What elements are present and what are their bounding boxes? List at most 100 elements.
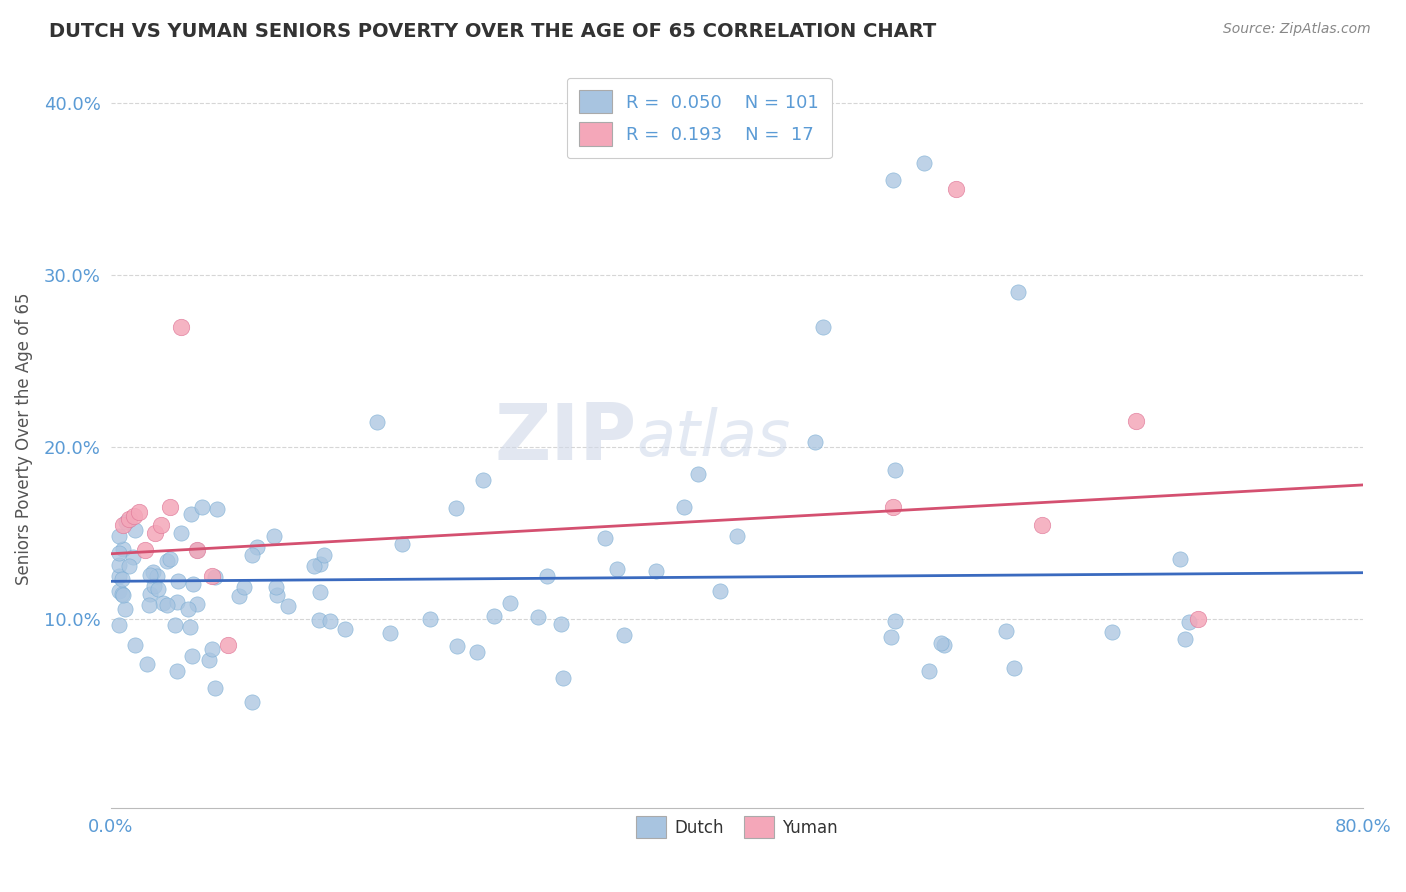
Point xyxy=(882,173,904,187)
Point xyxy=(335,623,357,637)
Point xyxy=(142,565,165,579)
Text: Source: ZipAtlas.com: Source: ZipAtlas.com xyxy=(1223,22,1371,37)
Point xyxy=(107,568,129,582)
Point xyxy=(204,681,226,695)
Point xyxy=(595,531,617,545)
Point xyxy=(107,618,129,632)
Point xyxy=(197,653,219,667)
Point xyxy=(613,628,636,642)
Point xyxy=(152,596,174,610)
Point xyxy=(139,568,162,582)
Point xyxy=(914,156,936,170)
Point xyxy=(170,526,193,541)
Point xyxy=(645,564,668,578)
Point xyxy=(124,638,146,652)
Point xyxy=(143,579,166,593)
Point xyxy=(146,582,169,596)
Point xyxy=(181,648,204,663)
Text: DUTCH VS YUMAN SENIORS POVERTY OVER THE AGE OF 65 CORRELATION CHART: DUTCH VS YUMAN SENIORS POVERTY OVER THE … xyxy=(49,22,936,41)
Point xyxy=(419,612,441,626)
Point xyxy=(527,610,550,624)
Point xyxy=(266,588,288,602)
Point xyxy=(201,569,224,583)
Point xyxy=(884,463,907,477)
Point xyxy=(1031,517,1053,532)
Point xyxy=(112,517,135,532)
Point xyxy=(709,584,731,599)
Point xyxy=(446,501,468,516)
Point xyxy=(186,597,208,611)
Point xyxy=(146,569,169,583)
Point xyxy=(484,608,506,623)
Point xyxy=(1187,612,1209,626)
Point xyxy=(1002,661,1025,675)
Point xyxy=(165,617,187,632)
Point xyxy=(149,517,172,532)
Point xyxy=(246,541,269,555)
Point xyxy=(929,636,952,650)
Point xyxy=(277,599,299,613)
Point xyxy=(918,664,941,678)
Point xyxy=(204,569,226,583)
Point xyxy=(118,512,141,526)
Point xyxy=(159,552,181,566)
Point xyxy=(308,613,330,627)
Point xyxy=(122,550,145,565)
Point xyxy=(553,671,575,685)
Point xyxy=(111,588,134,602)
Point xyxy=(811,319,834,334)
Point xyxy=(308,558,330,572)
Point xyxy=(139,587,162,601)
Point xyxy=(312,548,335,562)
Point xyxy=(111,587,134,601)
Point xyxy=(107,583,129,598)
Point xyxy=(115,515,138,529)
Point xyxy=(186,543,208,558)
Point xyxy=(124,524,146,538)
Legend: Dutch, Yuman: Dutch, Yuman xyxy=(628,810,844,845)
Point xyxy=(232,580,254,594)
Point xyxy=(207,502,229,516)
Point xyxy=(606,562,628,576)
Point xyxy=(380,626,402,640)
Point xyxy=(1125,414,1147,428)
Point xyxy=(181,576,204,591)
Point xyxy=(725,529,748,543)
Point xyxy=(1101,624,1123,639)
Point xyxy=(217,638,239,652)
Text: ZIP: ZIP xyxy=(495,401,637,476)
Point xyxy=(499,596,522,610)
Point xyxy=(240,548,263,562)
Point xyxy=(186,543,208,558)
Point xyxy=(156,553,179,567)
Point xyxy=(934,638,956,652)
Point xyxy=(138,598,160,612)
Point xyxy=(179,620,201,634)
Point xyxy=(180,507,202,521)
Point xyxy=(1168,552,1191,566)
Point xyxy=(264,580,287,594)
Point xyxy=(472,474,495,488)
Point xyxy=(686,467,709,482)
Point xyxy=(134,543,156,558)
Point xyxy=(446,639,468,653)
Point xyxy=(550,616,572,631)
Point xyxy=(994,624,1017,638)
Point xyxy=(304,559,326,574)
Point xyxy=(122,508,145,523)
Point xyxy=(319,614,342,628)
Point xyxy=(945,182,967,196)
Point xyxy=(391,537,413,551)
Point xyxy=(366,415,388,429)
Point xyxy=(166,665,188,679)
Point xyxy=(143,526,166,541)
Point xyxy=(177,602,200,616)
Y-axis label: Seniors Poverty Over the Age of 65: Seniors Poverty Over the Age of 65 xyxy=(15,293,32,585)
Point xyxy=(128,506,150,520)
Point xyxy=(536,568,558,582)
Point xyxy=(882,500,904,515)
Point xyxy=(166,574,188,588)
Point xyxy=(136,657,159,672)
Point xyxy=(200,642,222,657)
Point xyxy=(191,500,214,515)
